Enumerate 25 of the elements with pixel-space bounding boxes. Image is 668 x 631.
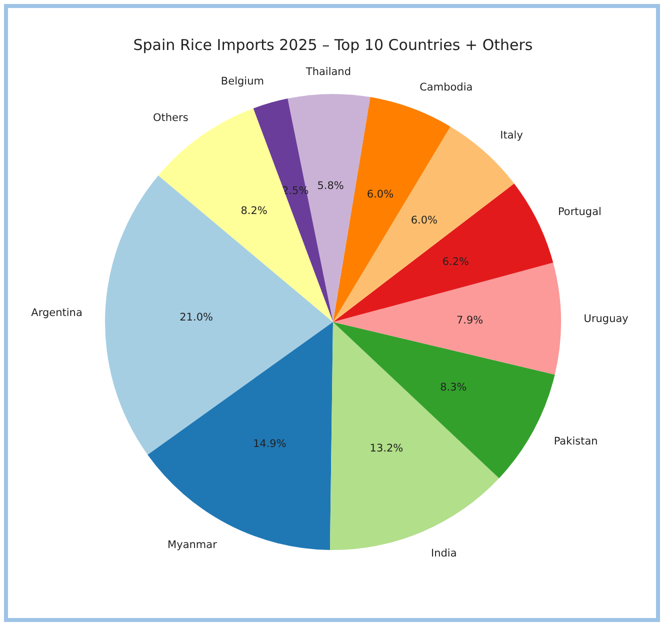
data-label: 21.0% [180, 311, 213, 324]
data-label: 5.8% [317, 180, 344, 192]
slice-label: Portugal [558, 206, 602, 218]
chart-title: Spain Rice Imports 2025 – Top 10 Countries + Others [133, 36, 533, 54]
data-label: 6.2% [442, 256, 470, 268]
slice-label: Italy [500, 130, 523, 142]
pie-slice [148, 322, 333, 550]
slice-label: Belgium [220, 76, 264, 88]
data-label: 13.2% [370, 442, 404, 455]
data-label: 7.9% [456, 314, 484, 327]
data-label: 8.3% [440, 382, 467, 394]
data-label: 6.0% [366, 188, 394, 200]
slice-label: Cambodia [420, 81, 473, 94]
slice-label: India [430, 548, 457, 560]
slice-label: Myanmar [168, 538, 218, 551]
slice-label: Thailand [304, 66, 351, 78]
pie-slice [333, 322, 555, 478]
data-label: 8.2% [240, 204, 268, 217]
pie-slice [330, 322, 500, 550]
slice-label: Others [152, 112, 188, 124]
slice-label: Pakistan [554, 436, 598, 448]
data-label: 6.0% [410, 214, 438, 227]
data-label: 14.9% [252, 438, 286, 450]
slice-label: Uruguay [584, 312, 628, 325]
slice-label: Argentina [31, 307, 82, 320]
